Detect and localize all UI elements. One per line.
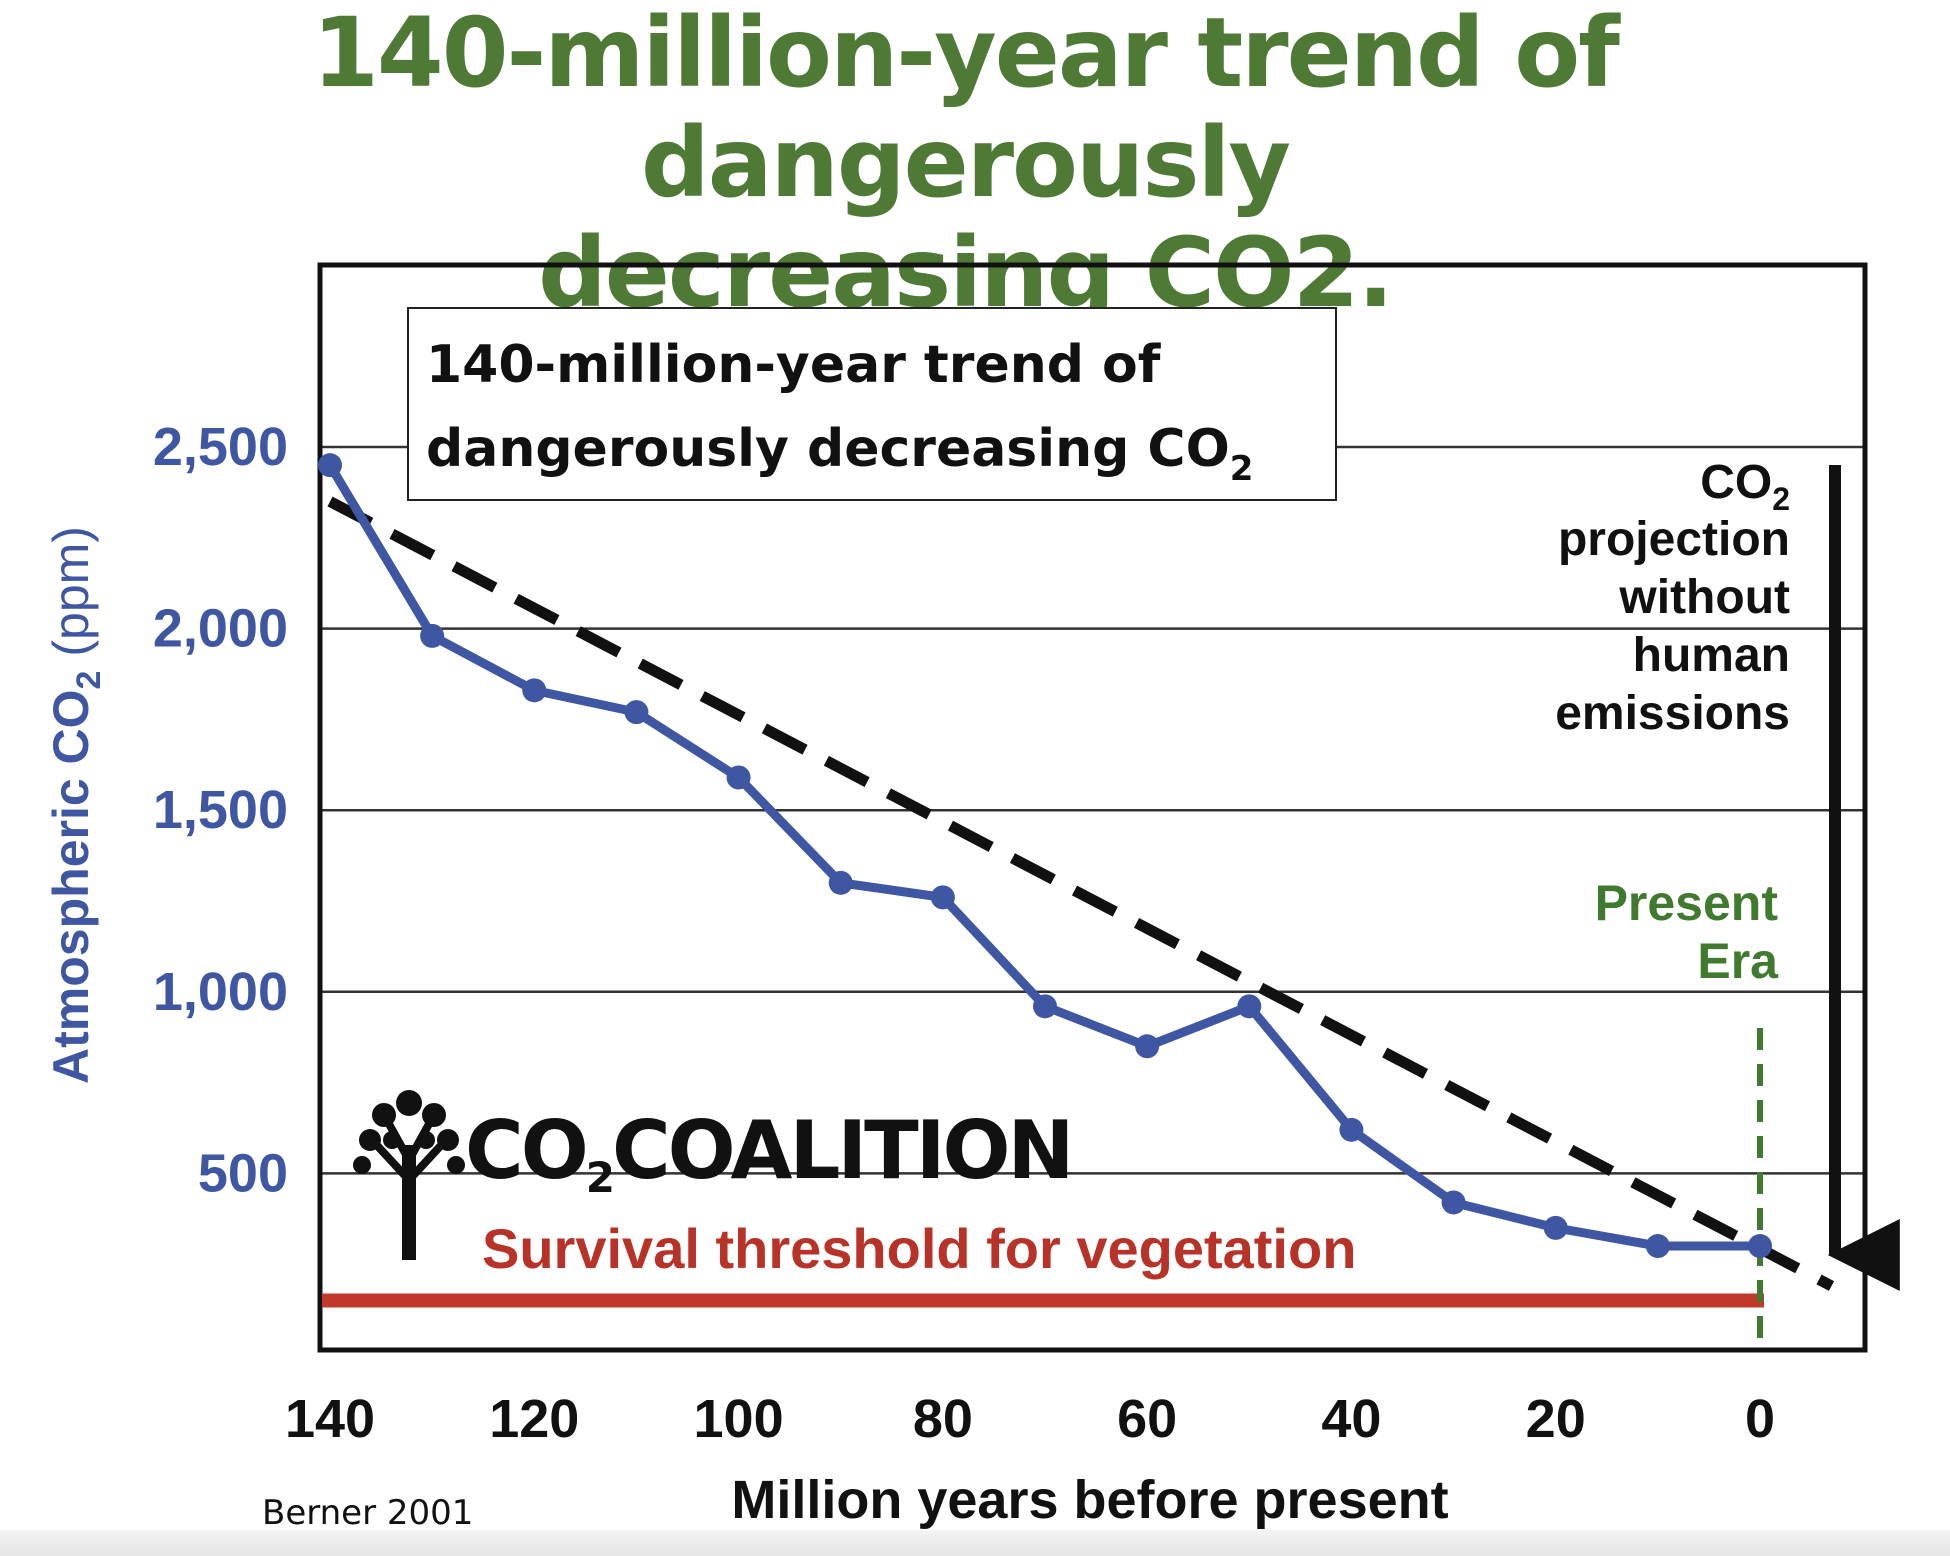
data-point	[1033, 994, 1057, 1019]
tree-icon	[353, 1090, 465, 1260]
x-tick-label: 120	[489, 1389, 579, 1449]
data-point	[1135, 1034, 1160, 1059]
co2-coalition-logo: CO2COALITION	[353, 1090, 1074, 1260]
projection-label-line2: without	[1618, 571, 1790, 624]
data-point	[624, 700, 649, 725]
x-axis-ticks: 140 120 100 80 60 40 20 0	[285, 1389, 1775, 1449]
data-point	[1645, 1234, 1670, 1259]
data-point	[420, 623, 445, 648]
page-title: 140-million-year trend of dangerously de…	[0, 0, 1930, 328]
source-note: Berner 2001	[262, 1493, 473, 1533]
y-axis-label: Atmospheric CO2 (ppm)	[43, 526, 108, 1084]
svg-text:CO2COALITION: CO2COALITION	[465, 1104, 1071, 1202]
data-point	[930, 885, 955, 910]
data-point	[726, 765, 751, 790]
x-tick-label: 0	[1745, 1389, 1775, 1449]
chart-title-line1: 140-million-year trend of	[426, 335, 1162, 395]
data-point	[1543, 1215, 1568, 1240]
bottom-edge	[0, 1530, 1950, 1556]
data-point	[522, 678, 547, 703]
x-axis-label: Million years before present	[731, 1470, 1448, 1530]
trend-dashed-line	[327, 496, 1835, 1291]
data-point	[1748, 1234, 1772, 1259]
x-tick-label: 140	[285, 1389, 375, 1449]
page-title-line-1: 140-million-year trend of dangerously	[312, 0, 1620, 219]
y-axis-ticks: 500 1,000 1,500 2,000 2,500	[153, 417, 288, 1203]
y-tick-label: 1,000	[153, 962, 288, 1022]
data-point	[1339, 1117, 1364, 1142]
present-era-label-line2: Era	[1697, 933, 1779, 989]
data-point	[828, 870, 853, 895]
projection-label-line4: emissions	[1555, 687, 1790, 740]
projection-label-line3: human	[1633, 629, 1790, 682]
plot-frame	[317, 262, 1868, 1353]
co2-series-points	[318, 453, 1772, 1259]
data-point	[318, 453, 342, 478]
projection-label-line1: projection	[1558, 513, 1790, 566]
projection-label-co2: CO2	[1700, 456, 1790, 517]
x-tick-label: 60	[1117, 1389, 1177, 1449]
x-tick-label: 40	[1321, 1389, 1381, 1449]
y-tick-label: 2,000	[153, 599, 288, 659]
y-tick-label: 1,500	[153, 780, 288, 840]
chart-title-box: 140-million-year trend of dangerously de…	[407, 307, 1337, 501]
y-tick-label: 500	[198, 1143, 288, 1203]
y-tick-label: 2,500	[153, 417, 288, 477]
chart-title-line2: dangerously decreasing CO2	[426, 419, 1253, 489]
x-tick-label: 20	[1526, 1389, 1586, 1449]
data-point	[1237, 994, 1262, 1019]
x-tick-label: 80	[913, 1389, 973, 1449]
survival-threshold-label: Survival threshold for vegetation	[482, 1217, 1356, 1280]
data-point	[1441, 1190, 1466, 1215]
x-tick-label: 100	[694, 1389, 784, 1449]
present-era-label-line1: Present	[1595, 875, 1779, 931]
